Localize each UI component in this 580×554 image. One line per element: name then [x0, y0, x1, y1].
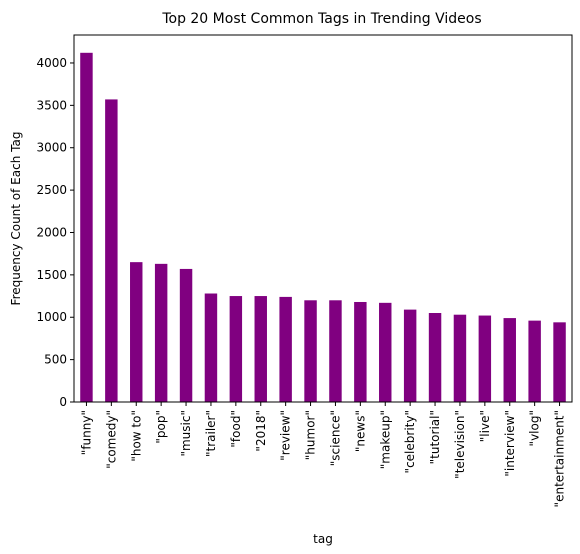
y-axis-label: Frequency Count of Each Tag: [9, 132, 23, 306]
x-tick-label: "pop": [154, 410, 168, 444]
y-tick-label: 1000: [36, 310, 67, 324]
x-tick-label: "2018": [254, 410, 268, 452]
x-tick-label: "interview": [503, 410, 517, 477]
x-tick-label: "trailer": [204, 410, 218, 457]
chart-title: Top 20 Most Common Tags in Trending Vide…: [161, 11, 481, 27]
bar: [204, 293, 218, 402]
x-tick-label: "review": [279, 410, 293, 461]
y-axis: 0 500 1000 1500 2000 2500 3000 3500 4000: [36, 56, 74, 409]
x-tick-label: "funny": [79, 410, 93, 455]
bar: [478, 315, 492, 402]
x-axis: "funny" "comedy" "how to" "pop" "music" "trai…: [79, 402, 567, 507]
bar: [453, 314, 467, 402]
x-tick-label: "vlog": [528, 410, 542, 446]
x-tick-label: "entertainment": [553, 410, 567, 507]
x-tick-label: "news": [353, 410, 367, 452]
x-tick-label: "science": [328, 410, 342, 466]
bar: [130, 262, 143, 402]
y-tick-label: 4000: [36, 56, 67, 70]
y-tick-label: 3500: [36, 98, 67, 112]
bar: [379, 302, 392, 402]
y-tick-label: 2000: [36, 225, 67, 239]
x-tick-label: "celebrity": [403, 410, 417, 473]
x-tick-label: "live": [478, 410, 492, 442]
bar: [553, 322, 566, 402]
x-tick-label: "food": [229, 410, 243, 448]
bar: [279, 296, 292, 402]
bar: [354, 301, 367, 402]
x-tick-label: "humor": [304, 410, 318, 460]
bar: [428, 313, 442, 402]
y-tick-label: 2500: [36, 183, 67, 197]
x-tick-label: "comedy": [104, 410, 118, 469]
bar: [80, 52, 93, 403]
x-tick-label: "makeup": [378, 410, 392, 469]
y-tick-label: 0: [59, 395, 67, 409]
bar: [304, 300, 317, 402]
bar: [105, 99, 118, 402]
bar: [229, 296, 243, 402]
plot-frame: [73, 34, 573, 403]
x-tick-label: "how to": [129, 410, 143, 462]
x-tick-label: "tutorial": [428, 410, 442, 464]
x-axis-label: tag: [313, 532, 333, 546]
bar: [403, 309, 417, 402]
y-tick-label: 500: [44, 353, 67, 367]
bar: [254, 296, 267, 402]
bar: [528, 320, 541, 402]
y-tick-label: 3000: [36, 141, 67, 155]
x-tick-label: "music": [179, 410, 193, 457]
x-tick-label: "television": [453, 410, 467, 479]
bar: [154, 263, 168, 402]
bar: [503, 318, 516, 402]
bar: [329, 300, 342, 402]
y-tick-label: 1500: [36, 268, 67, 282]
bar: [179, 268, 193, 402]
bars-group: [80, 52, 566, 403]
